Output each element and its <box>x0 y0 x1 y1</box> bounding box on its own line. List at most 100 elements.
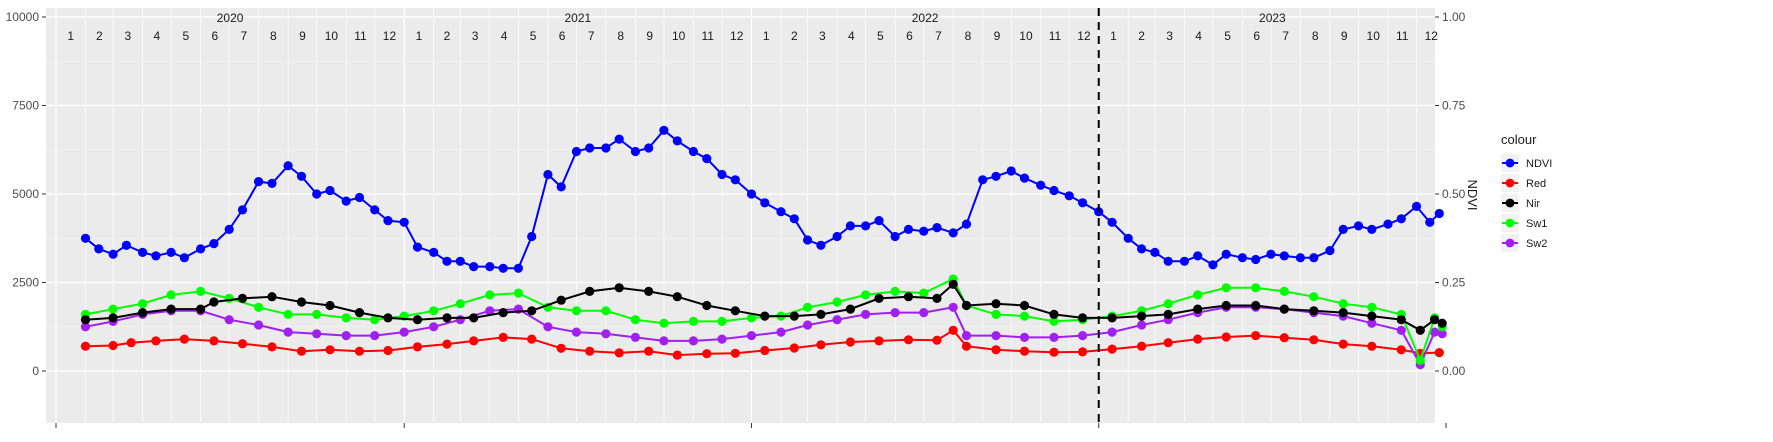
sw2-point <box>1396 325 1406 335</box>
sw2-point <box>890 308 900 318</box>
nir-point <box>948 279 958 289</box>
sw1-point <box>254 302 264 312</box>
ndvi-point <box>861 221 871 231</box>
red-point <box>108 340 118 351</box>
month-label: 5 <box>1224 29 1231 43</box>
month-label: 11 <box>701 29 714 43</box>
y-left-tick-label: 10000 <box>6 10 40 24</box>
ndvi-point <box>80 233 91 243</box>
nir-point <box>1279 304 1289 314</box>
sw2-point <box>455 315 465 325</box>
ndvi-point <box>354 192 365 203</box>
ndvi-point <box>1353 221 1364 231</box>
month-label: 3 <box>124 29 131 43</box>
sw2-point <box>776 327 786 337</box>
ndvi-point <box>485 262 495 272</box>
sw1-point <box>861 290 871 300</box>
red-point <box>237 339 248 349</box>
sw2-point <box>961 331 972 341</box>
year-label: 2022 <box>912 11 939 25</box>
sw2-point <box>717 334 727 344</box>
red-point <box>442 339 452 349</box>
ndvi-point <box>702 154 712 164</box>
legend-label: Sw2 <box>1526 238 1547 250</box>
y-right-tick-label: 0.75 <box>1442 99 1466 113</box>
red-point <box>702 349 712 359</box>
ndvi-point <box>455 256 465 266</box>
ndvi-point <box>254 177 264 187</box>
nir-point <box>469 313 479 323</box>
ndvi-point <box>429 247 439 257</box>
series-sw1 <box>80 274 1447 365</box>
month-label: 6 <box>906 29 913 43</box>
month-label: 2 <box>791 29 798 43</box>
left-axis: 0 2500 5000 7500 10000 <box>6 10 46 378</box>
nir-point <box>816 309 826 319</box>
ndvi-point <box>874 216 884 226</box>
ndvi-point <box>1279 251 1289 261</box>
month-label: 6 <box>559 29 566 43</box>
nir-point <box>196 304 206 314</box>
sw1-point <box>1049 316 1059 326</box>
sw1-point <box>1309 292 1319 302</box>
series-red <box>80 325 1444 360</box>
sw2-point <box>283 327 293 337</box>
ndvi-point <box>108 249 118 259</box>
red-point <box>760 345 770 356</box>
sw1-point <box>1251 283 1261 293</box>
sw1-point <box>108 304 118 314</box>
nir-point <box>412 315 423 325</box>
month-label: 12 <box>1425 29 1439 43</box>
red-point <box>383 345 393 356</box>
nir-point <box>80 315 91 325</box>
red-point <box>267 342 277 352</box>
sw1-point <box>1367 302 1377 312</box>
sw2-point <box>1049 332 1059 342</box>
ndvi-point <box>760 198 770 208</box>
nir-point <box>991 299 1001 309</box>
ndvi-point <box>919 226 929 236</box>
nir-point <box>730 306 740 316</box>
ndvi-point <box>803 235 813 245</box>
ndvi-point <box>630 146 641 157</box>
month-label: 6 <box>1253 29 1260 43</box>
sw2-point <box>571 327 582 337</box>
red-point <box>209 336 219 346</box>
nir-point <box>585 286 595 296</box>
sw1-point <box>1338 299 1348 309</box>
nir-point <box>354 308 365 318</box>
nir-point <box>903 292 914 302</box>
sw1-point <box>138 299 148 309</box>
red-point <box>816 340 826 350</box>
month-label: 7 <box>588 29 595 43</box>
y-right-tick-label: 0.00 <box>1442 364 1466 378</box>
sw2-point <box>485 306 495 316</box>
red-point <box>126 338 136 348</box>
ndvi-point <box>1179 256 1189 266</box>
ndvi-point <box>571 146 582 157</box>
month-label: 1 <box>67 29 74 43</box>
month-label: 1 <box>416 29 423 43</box>
y-left-tick-label: 0 <box>32 364 39 378</box>
month-label: 9 <box>646 29 653 43</box>
red-point <box>1367 341 1377 351</box>
legend-key-point <box>1505 218 1515 228</box>
red-point <box>1019 346 1030 356</box>
sw2-point <box>1078 331 1088 341</box>
year-label: 2020 <box>217 11 244 25</box>
sw1-point <box>1279 286 1289 296</box>
sw2-point <box>630 332 641 342</box>
ndvi-point <box>961 219 972 229</box>
month-label: 7 <box>1282 29 1289 43</box>
ndvi-point <box>283 161 293 171</box>
red-point <box>412 342 423 352</box>
year-labels: 2020 2021 2022 2023 <box>217 11 1286 25</box>
ndvi-point <box>267 178 277 188</box>
legend-label: Sw1 <box>1526 218 1547 230</box>
red-point <box>354 346 365 356</box>
ndvi-point <box>1221 249 1231 259</box>
sw2-point <box>601 329 611 339</box>
sw1-point <box>312 309 322 319</box>
ndvi-point <box>151 251 161 261</box>
